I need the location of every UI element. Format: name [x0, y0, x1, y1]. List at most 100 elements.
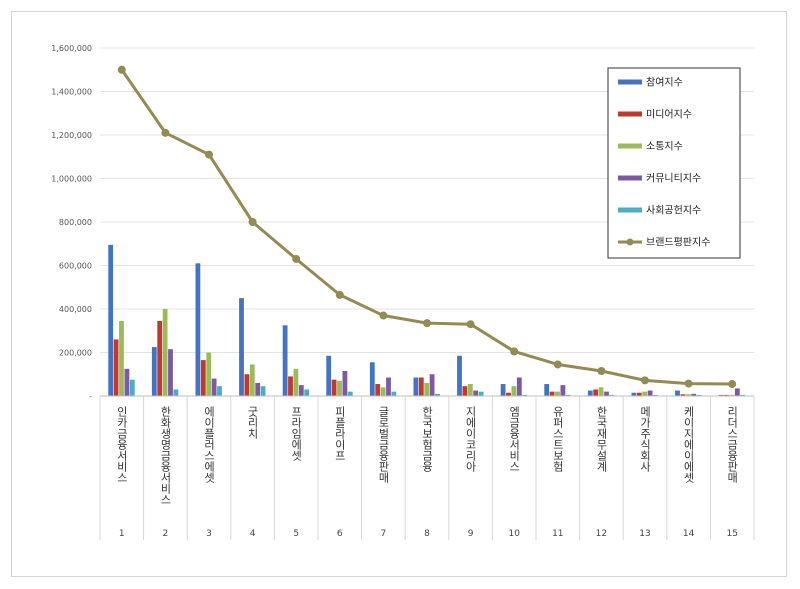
y-tick-label: 1,600,000 — [51, 44, 92, 53]
bar — [113, 339, 119, 396]
category-rank: 8 — [424, 529, 430, 539]
bar — [424, 382, 430, 396]
y-tick-label: 600,000 — [59, 262, 92, 271]
y-tick-label: - — [89, 392, 92, 401]
bar — [119, 320, 124, 396]
y-tick-label: 1,000,000 — [51, 175, 92, 184]
line-point — [161, 128, 170, 137]
bar — [108, 244, 114, 396]
legend-swatch — [618, 111, 642, 117]
category-rank: 6 — [337, 529, 343, 539]
category-label: 글로벌금융판매 — [377, 406, 390, 483]
category-rank: 12 — [596, 529, 607, 539]
bar — [342, 370, 348, 396]
bar — [549, 391, 555, 396]
bar — [293, 368, 299, 396]
category-label: 인카금융서비스 — [115, 406, 128, 483]
category-label: 유퍼스트보험 — [551, 406, 564, 472]
bar — [500, 384, 506, 396]
bar — [675, 390, 680, 396]
bar — [560, 385, 566, 396]
bar — [249, 364, 255, 396]
category-rank: 15 — [726, 529, 737, 539]
legend-label: 커뮤니티지수 — [646, 173, 701, 185]
category-label: 한국재무설계 — [595, 406, 608, 473]
line-point — [597, 366, 606, 375]
bar — [462, 386, 468, 396]
line-series — [117, 65, 737, 389]
line-point — [641, 376, 649, 385]
category-label: 한국보험금융 — [421, 406, 434, 472]
line-point — [423, 319, 431, 328]
category-rank: 9 — [468, 529, 474, 539]
line-point — [205, 150, 213, 159]
bar — [413, 377, 419, 396]
bar — [647, 390, 653, 396]
bar — [260, 386, 266, 396]
legend-swatch — [618, 143, 642, 149]
category-label: 메가주식회사 — [639, 406, 652, 472]
bar — [555, 391, 560, 396]
bar — [347, 391, 353, 396]
bar — [418, 377, 424, 396]
y-tick-label: 800,000 — [59, 218, 92, 227]
bar — [631, 392, 637, 396]
bar — [206, 352, 212, 396]
bar — [298, 385, 304, 396]
bar — [435, 393, 440, 396]
bar — [211, 378, 217, 396]
category-label: 리더스금융판매 — [726, 406, 739, 483]
bar — [162, 309, 168, 396]
line-point — [292, 254, 301, 263]
bar — [375, 384, 381, 396]
y-tick-label: 400,000 — [59, 305, 92, 314]
legend-label: 참여지수 — [646, 77, 683, 89]
chart-frame: - 200,000 400,000 600,000 800,000 1,000,000 1,… — [11, 11, 787, 577]
bar — [380, 387, 386, 396]
legend-label: 소통지수 — [646, 141, 683, 153]
category-label: 케이지에이에셋 — [682, 406, 695, 483]
line-point — [553, 360, 562, 369]
bar — [516, 377, 522, 396]
bar — [173, 389, 179, 396]
bar — [129, 379, 135, 396]
bar — [255, 382, 261, 396]
category-rank: 4 — [250, 529, 256, 539]
bar — [511, 386, 517, 396]
bar — [653, 394, 658, 396]
bar — [506, 392, 511, 396]
category-rank: 14 — [683, 529, 695, 539]
bar — [217, 386, 222, 396]
bar — [718, 394, 724, 396]
bar — [473, 390, 479, 396]
bar — [680, 394, 686, 396]
bar — [168, 349, 173, 396]
bar — [239, 298, 244, 396]
category-label: 굿리치 — [246, 406, 259, 439]
bar — [691, 393, 697, 396]
bar — [467, 384, 473, 396]
bar — [587, 390, 593, 396]
bar — [636, 392, 642, 396]
bar — [157, 320, 163, 396]
bar — [478, 391, 484, 396]
bar — [544, 384, 550, 396]
bar — [337, 380, 342, 396]
bar — [565, 394, 571, 396]
legend-swatch — [618, 207, 642, 213]
legend-label: 미디어지수 — [646, 109, 692, 121]
legend-swatch-marker — [626, 238, 634, 246]
gridlines — [100, 47, 754, 353]
bar — [642, 391, 648, 396]
bar — [593, 389, 599, 396]
category-axis: 인카금융서비스 1 한화생명금융서비스 2 에이플러스에셋 3 굿리치 4 프라임에셋 5 피플라이… — [99, 395, 755, 540]
legend-label: 브랜드평판지수 — [646, 237, 710, 249]
line-point — [379, 311, 388, 320]
category-rank: 13 — [639, 529, 650, 539]
category-label: 프라임에셋 — [290, 406, 303, 461]
bar — [326, 355, 332, 396]
bar — [200, 360, 206, 396]
bar — [598, 387, 604, 396]
category-label: 한화생명금융서비스 — [159, 406, 172, 505]
